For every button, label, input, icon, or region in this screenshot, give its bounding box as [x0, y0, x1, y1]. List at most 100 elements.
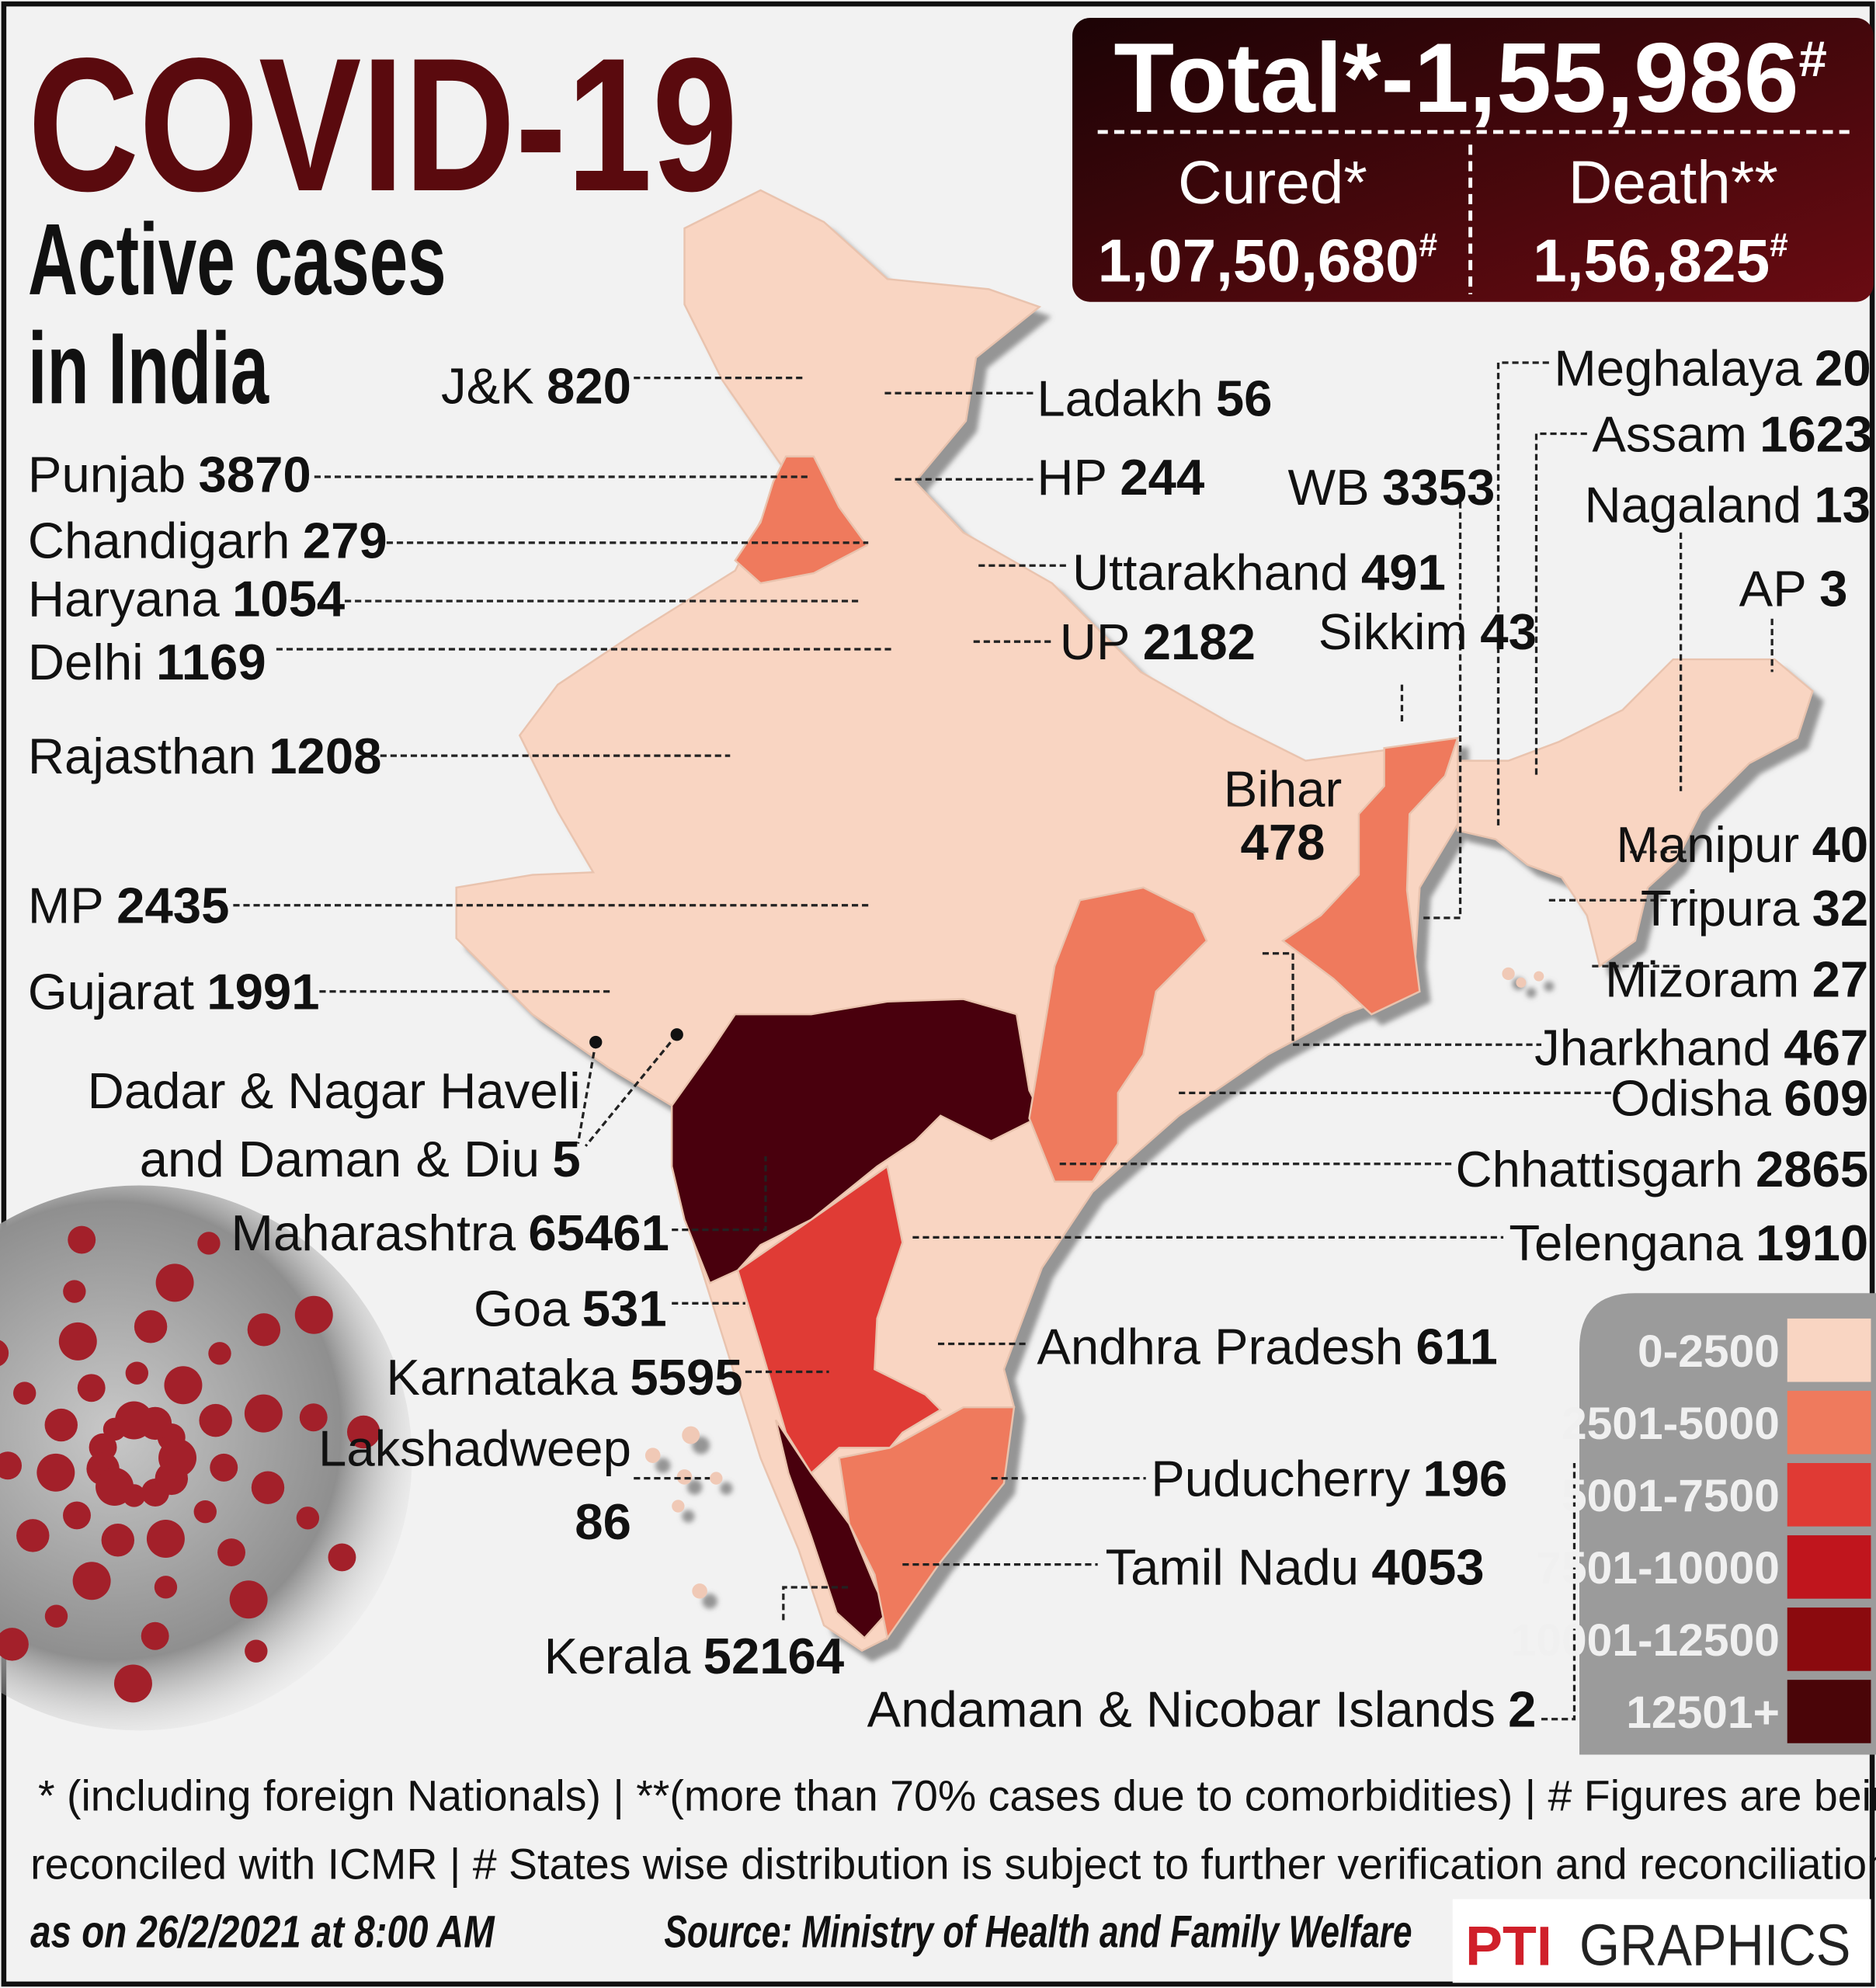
leader-line — [584, 1034, 678, 1147]
state-name: Rajasthan — [28, 728, 256, 784]
state-label: Maharashtra 65461 — [231, 1204, 669, 1261]
state-name: Chhattisgarh — [1456, 1141, 1743, 1197]
state-name: Manipur — [1616, 816, 1799, 873]
date: as on 26/2/2021 at 8:00 AM — [30, 1907, 495, 1958]
virus-spike — [244, 1394, 283, 1433]
state-label: Manipur 40 — [1616, 816, 1868, 873]
state-label-line: Karnataka 5595 — [386, 1349, 742, 1406]
state-label-line: AP 3 — [1739, 560, 1848, 617]
legend-label: 5001-7500 — [1562, 1471, 1780, 1521]
subtitle: in India — [28, 311, 269, 425]
state-name: Goa — [474, 1281, 570, 1337]
state-value: 65461 — [528, 1204, 669, 1261]
state-label-line: Rajasthan 1208 — [28, 728, 382, 784]
virus-spike — [208, 1342, 231, 1365]
state-name: Delhi — [28, 634, 144, 690]
state-value: 611 — [1416, 1319, 1497, 1375]
death-label: Death** — [1569, 148, 1778, 216]
state-value: 2182 — [1143, 613, 1256, 670]
state-value: 5 — [552, 1131, 580, 1187]
state-value: 467 — [1784, 1019, 1868, 1076]
state-value: 2435 — [116, 878, 229, 934]
virus-spike — [68, 1225, 96, 1254]
virus-spike — [13, 1382, 36, 1405]
state-label-line: UP 2182 — [1060, 613, 1256, 670]
leader-line — [1541, 1463, 1576, 1721]
state-value: 279 — [303, 512, 387, 568]
virus-spike — [154, 1576, 178, 1599]
state-label-line: Maharashtra 65461 — [231, 1204, 669, 1261]
state-name: Uttarakhand — [1072, 544, 1349, 600]
state-label: Uttarakhand 491 — [1072, 544, 1446, 600]
virus-spike — [72, 1562, 111, 1600]
state-label: Chandigarh 279 — [28, 512, 387, 568]
virus-spike — [299, 1403, 328, 1432]
state-label-line: Uttarakhand 491 — [1072, 544, 1446, 600]
state-label: WB 3353 — [1288, 459, 1496, 516]
state-value: 5595 — [630, 1349, 742, 1406]
virus-spike — [77, 1374, 106, 1402]
legend-swatch — [1787, 1463, 1871, 1527]
virus-spike — [122, 1484, 146, 1507]
brand-logo: PTI — [1465, 1915, 1552, 1977]
total-mark: # — [1799, 30, 1827, 87]
state-name: Gujarat — [28, 964, 194, 1020]
state-value: 4053 — [1371, 1539, 1484, 1596]
state-value: 56 — [1216, 370, 1273, 427]
state-name: Chandigarh — [28, 512, 290, 568]
virus-spike — [0, 1340, 9, 1367]
state-label-line: Sikkim 43 — [1318, 603, 1537, 660]
virus-spike — [199, 1403, 232, 1437]
state-label-line: WB 3353 — [1288, 459, 1496, 516]
leader-line — [576, 1041, 597, 1144]
state-value: 27 — [1812, 951, 1869, 1007]
state-value: 244 — [1120, 449, 1204, 506]
state-label: Haryana 1054 — [28, 571, 345, 627]
state-value: 20 — [1815, 339, 1871, 396]
state-value: 52164 — [704, 1628, 845, 1684]
brand-background — [1452, 1899, 1871, 1983]
state-value: 1910 — [1756, 1215, 1868, 1271]
state-label-line: and Daman & Diu 5 — [140, 1131, 581, 1187]
legend-label: 12501+ — [1626, 1687, 1780, 1738]
legend-label: 10001-12500 — [1511, 1615, 1780, 1666]
leader-line — [782, 1586, 852, 1621]
virus-spike — [141, 1621, 169, 1650]
virus-spike — [125, 1361, 149, 1385]
virus-spike — [328, 1543, 356, 1572]
state-label-line: Andaman & Nicobar Islands 2 — [867, 1681, 1537, 1738]
legend-swatch — [1787, 1318, 1871, 1382]
virus-spike — [158, 1438, 197, 1477]
state-label: Andhra Pradesh 611 — [1037, 1319, 1497, 1375]
brand: PTI GRAPHICS — [1452, 1899, 1871, 1983]
state-label: Mizoram 27 — [1605, 951, 1868, 1007]
state-label-line: Goa 531 — [474, 1281, 667, 1337]
virus-spike — [65, 1503, 89, 1527]
totals-box: Total*-1,55,986# Cured* 1,07,50,680# Dea… — [1072, 18, 1874, 302]
leader-line — [1534, 432, 1587, 777]
virus-spike — [0, 1628, 29, 1661]
cured-label: Cured* — [1178, 148, 1367, 216]
state-name: Odisha — [1610, 1070, 1772, 1127]
state-label-line: Puducherry 196 — [1151, 1450, 1507, 1507]
state-label: Gujarat 1991 — [28, 964, 320, 1020]
state-name: Telengana — [1509, 1215, 1743, 1271]
state-name: AP — [1739, 560, 1807, 617]
state-label-line: Telengana 1910 — [1509, 1215, 1868, 1271]
state-label-line: HP 244 — [1037, 449, 1204, 506]
title: COVID-19 — [28, 18, 738, 231]
state-label: Sikkim 43 — [1318, 603, 1537, 660]
state-name: Lakshadweep — [318, 1420, 631, 1476]
state-label-line: Meghalaya 20 — [1554, 339, 1871, 396]
state-value: 2 — [1508, 1681, 1536, 1738]
state-name: UP — [1060, 613, 1131, 670]
state-name: J&K — [441, 357, 534, 414]
virus-spike — [217, 1538, 246, 1567]
leader-line — [1496, 361, 1549, 827]
total-label: Total*- — [1113, 23, 1414, 133]
state-name: Dadar & Nagar Haveli — [88, 1062, 581, 1119]
state-value: 86 — [575, 1493, 631, 1550]
state-value: 3870 — [199, 447, 311, 503]
state-value: 43 — [1480, 603, 1537, 660]
state-value: 531 — [582, 1281, 667, 1337]
